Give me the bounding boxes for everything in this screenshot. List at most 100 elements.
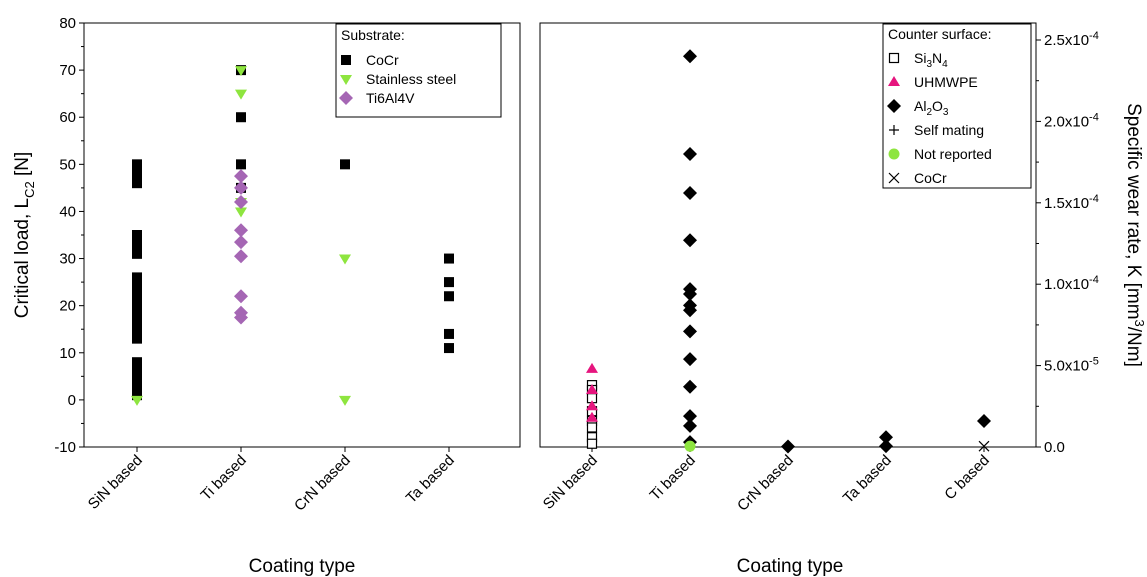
data-point	[586, 411, 598, 422]
right-legend: Counter surface: Si3N4 UHMWPE Al2O3 Self ma…	[882, 23, 1032, 189]
legend-label: Ti6Al4V	[366, 90, 415, 106]
x-tick-label: CrN based	[734, 452, 797, 515]
x-tick-label: CrN based	[291, 452, 354, 515]
y-tick-label: 1.0x10-4	[1044, 274, 1099, 293]
y-tick-label: 20	[59, 298, 76, 315]
data-point	[132, 333, 142, 344]
y-tick-label: 60	[59, 109, 76, 126]
right-legend-title: Counter surface:	[888, 26, 992, 42]
left-legend: Substrate: CoCr Stainless steel Ti6Al4V	[335, 23, 502, 118]
data-point	[339, 395, 351, 406]
y-tick-label: 50	[59, 156, 76, 173]
data-point	[132, 371, 142, 382]
data-point	[132, 178, 142, 189]
left-data-points	[131, 65, 454, 406]
data-point	[234, 235, 248, 250]
data-point	[586, 362, 598, 373]
data-point	[978, 440, 990, 452]
data-point	[586, 438, 598, 449]
left-chart: 80 70 60 50 40 30 20 10 0 -10 SiN based Ti based CrN…	[12, 15, 521, 577]
data-point	[444, 291, 454, 302]
y-tick-label: 10	[59, 345, 76, 362]
data-point	[683, 286, 697, 301]
data-point	[683, 324, 697, 339]
data-point	[234, 169, 248, 184]
data-point	[234, 223, 248, 238]
legend-marker	[888, 76, 900, 86]
data-point	[683, 409, 697, 424]
data-point	[977, 413, 991, 428]
x-tick-label: Ta based	[403, 452, 458, 507]
legend-label: Stainless steel	[366, 71, 456, 87]
data-point	[132, 248, 142, 259]
data-point	[235, 207, 247, 218]
right-data-points	[586, 49, 991, 454]
legend-label: Not reported	[914, 146, 992, 162]
data-point	[683, 418, 697, 433]
data-point	[132, 390, 142, 401]
left-legend-title: Substrate:	[341, 27, 405, 43]
right-chart: 0.0 5.0x10-5 1.0x10-4 1.5x10-4 2.0x10-4 2.5x1…	[539, 22, 1147, 577]
legend-marker	[340, 75, 352, 85]
left-legend-box	[335, 23, 502, 118]
data-point	[132, 361, 142, 372]
data-point	[684, 440, 696, 452]
data-point	[586, 384, 598, 395]
y-tick-label: 40	[59, 203, 76, 220]
data-point	[235, 89, 247, 100]
legend-marker	[888, 172, 900, 184]
x-tick-label: Ti based	[647, 452, 699, 504]
data-point	[586, 422, 598, 433]
data-point	[132, 239, 142, 250]
legend-marker	[889, 125, 899, 135]
y-tick-label: 70	[59, 62, 76, 79]
y-tick-label: 80	[59, 15, 76, 32]
data-point	[339, 254, 351, 265]
legend-label: Si3N4	[914, 50, 948, 70]
data-point	[683, 303, 697, 318]
data-point	[340, 159, 350, 170]
data-point	[683, 233, 697, 248]
y-tick-label: 1.5x10-4	[1044, 193, 1099, 212]
data-point	[879, 439, 893, 454]
y-tick-label: 0	[68, 392, 76, 409]
left-x-axis-label: Coating type	[249, 556, 356, 577]
y-tick-label: 30	[59, 251, 76, 268]
data-point	[683, 186, 697, 201]
left-y-axis-label: Critical load, LC2 [N]	[12, 152, 37, 319]
legend-label: Self mating	[914, 122, 984, 138]
y-tick-label: 2.5x10-4	[1044, 30, 1099, 49]
legend-marker	[887, 99, 901, 113]
data-point	[781, 439, 795, 454]
x-tick-label: SiN based	[540, 452, 601, 513]
data-point	[132, 300, 142, 311]
legend-marker	[888, 148, 900, 160]
data-point	[235, 66, 247, 77]
data-point	[236, 112, 246, 123]
data-point	[234, 310, 248, 325]
y-tick-label: 2.0x10-4	[1044, 111, 1099, 130]
data-point	[444, 343, 454, 354]
data-point	[234, 195, 248, 210]
data-point	[444, 277, 454, 288]
data-point	[234, 180, 248, 195]
legend-label: CoCr	[366, 52, 399, 68]
y-tick-label: 5.0x10-5	[1044, 356, 1099, 375]
data-point	[879, 430, 893, 445]
data-point	[683, 379, 697, 394]
data-point	[683, 49, 697, 64]
legend-label: UHMWPE	[914, 74, 978, 90]
data-point	[586, 400, 598, 411]
data-point	[234, 289, 248, 304]
y-tick-label: -10	[54, 439, 76, 456]
legend-marker	[888, 52, 900, 64]
data-point	[683, 352, 697, 367]
x-tick-label: SiN based	[85, 452, 146, 513]
x-tick-label: Ta based	[840, 452, 895, 507]
right-x-axis-label: Coating type	[737, 556, 844, 577]
legend-marker	[339, 91, 353, 105]
legend-label: CoCr	[914, 170, 947, 186]
legend-label: Al2O3	[914, 98, 949, 118]
data-point	[234, 249, 248, 264]
